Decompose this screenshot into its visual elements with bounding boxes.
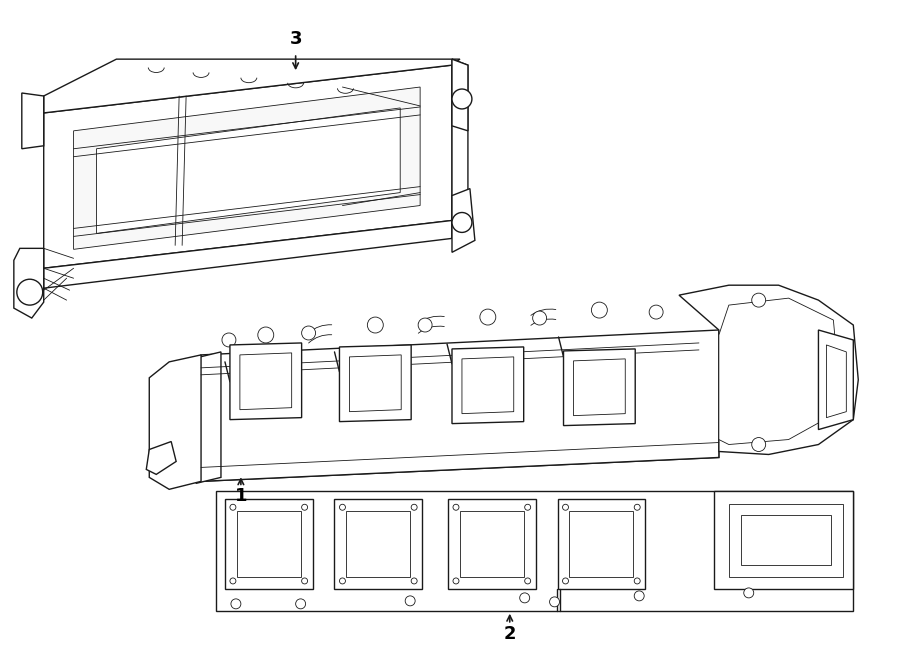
Circle shape xyxy=(453,504,459,510)
Polygon shape xyxy=(196,352,221,483)
Polygon shape xyxy=(563,349,635,426)
Polygon shape xyxy=(346,511,410,577)
Circle shape xyxy=(367,317,383,333)
Polygon shape xyxy=(452,59,468,131)
Circle shape xyxy=(296,599,306,609)
Circle shape xyxy=(550,597,560,607)
Polygon shape xyxy=(74,87,420,249)
Polygon shape xyxy=(462,357,514,414)
Polygon shape xyxy=(460,511,524,577)
Polygon shape xyxy=(44,59,460,113)
Polygon shape xyxy=(201,438,719,481)
Polygon shape xyxy=(237,511,301,577)
Circle shape xyxy=(525,504,531,510)
Polygon shape xyxy=(557,499,645,589)
Polygon shape xyxy=(570,511,634,577)
Polygon shape xyxy=(44,65,452,268)
Polygon shape xyxy=(714,491,853,589)
Circle shape xyxy=(743,588,753,598)
Circle shape xyxy=(634,504,640,510)
Circle shape xyxy=(525,578,531,584)
Circle shape xyxy=(230,504,236,510)
Circle shape xyxy=(257,327,274,343)
Polygon shape xyxy=(22,93,44,149)
Polygon shape xyxy=(573,359,625,416)
Text: 2: 2 xyxy=(503,625,516,642)
Circle shape xyxy=(634,591,644,601)
Circle shape xyxy=(339,578,346,584)
Polygon shape xyxy=(335,499,422,589)
Circle shape xyxy=(452,212,472,233)
Polygon shape xyxy=(679,285,859,455)
Text: 1: 1 xyxy=(235,487,248,505)
Circle shape xyxy=(411,578,417,584)
Polygon shape xyxy=(452,347,524,424)
Polygon shape xyxy=(201,330,719,481)
Polygon shape xyxy=(452,188,475,253)
Circle shape xyxy=(562,578,569,584)
Circle shape xyxy=(562,504,569,510)
Circle shape xyxy=(17,279,42,305)
Polygon shape xyxy=(448,499,536,589)
Polygon shape xyxy=(741,515,832,565)
Polygon shape xyxy=(452,59,468,239)
Circle shape xyxy=(649,305,663,319)
Text: 3: 3 xyxy=(290,30,302,48)
Circle shape xyxy=(302,578,308,584)
Circle shape xyxy=(752,438,766,451)
Circle shape xyxy=(480,309,496,325)
Circle shape xyxy=(405,596,415,606)
Circle shape xyxy=(339,504,346,510)
Polygon shape xyxy=(14,249,44,318)
Polygon shape xyxy=(240,353,292,410)
Circle shape xyxy=(452,89,472,109)
Polygon shape xyxy=(826,345,846,418)
Circle shape xyxy=(634,578,640,584)
Polygon shape xyxy=(96,108,401,233)
Polygon shape xyxy=(818,330,853,430)
Circle shape xyxy=(222,333,236,347)
Polygon shape xyxy=(339,345,411,422)
Circle shape xyxy=(453,578,459,584)
Circle shape xyxy=(418,318,432,332)
Polygon shape xyxy=(719,298,839,444)
Circle shape xyxy=(230,578,236,584)
Polygon shape xyxy=(149,355,201,489)
Polygon shape xyxy=(230,343,302,420)
Circle shape xyxy=(302,504,308,510)
Circle shape xyxy=(591,302,608,318)
Circle shape xyxy=(533,311,546,325)
Polygon shape xyxy=(147,442,176,475)
Circle shape xyxy=(519,593,530,603)
Polygon shape xyxy=(349,355,401,412)
Polygon shape xyxy=(216,491,853,611)
Polygon shape xyxy=(225,499,312,589)
Polygon shape xyxy=(44,221,452,288)
Circle shape xyxy=(231,599,241,609)
Circle shape xyxy=(302,326,316,340)
Circle shape xyxy=(752,293,766,307)
Circle shape xyxy=(411,504,417,510)
Polygon shape xyxy=(729,504,843,577)
